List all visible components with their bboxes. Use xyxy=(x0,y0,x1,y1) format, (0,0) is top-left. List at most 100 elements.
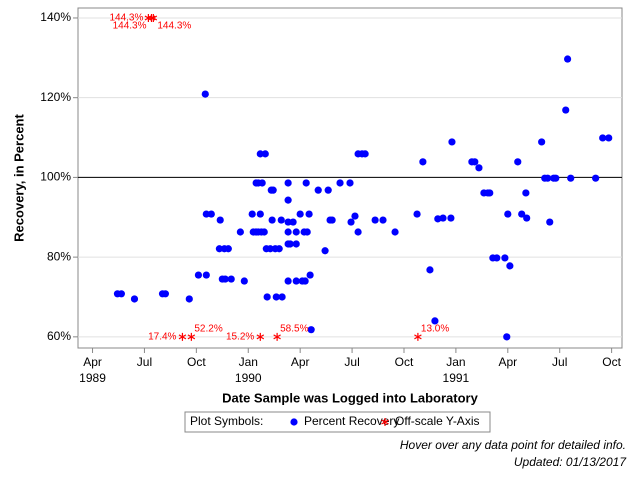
point xyxy=(215,245,223,253)
point xyxy=(346,179,354,187)
x-tick-label: Jan xyxy=(446,355,465,369)
y-tick-label: 80% xyxy=(47,249,71,263)
point xyxy=(207,210,215,218)
point xyxy=(431,317,439,325)
point xyxy=(562,106,570,114)
x-tick-label: Oct xyxy=(395,355,414,369)
point xyxy=(275,245,283,253)
point xyxy=(277,216,285,224)
point xyxy=(371,216,379,224)
point xyxy=(306,271,314,279)
point xyxy=(284,179,292,187)
point xyxy=(354,228,362,236)
point xyxy=(506,262,514,270)
x-tick-label: Apr xyxy=(83,355,102,369)
x-year-label: 1989 xyxy=(79,371,106,385)
point xyxy=(439,214,447,222)
point xyxy=(447,214,455,222)
point xyxy=(117,290,125,298)
point xyxy=(278,293,286,301)
point xyxy=(303,228,311,236)
off-scale-point xyxy=(414,332,422,341)
point xyxy=(161,290,170,298)
point xyxy=(307,326,315,334)
value-label: 17.4% xyxy=(148,331,176,342)
point xyxy=(486,189,494,197)
note: Hover over any data point for detailed i… xyxy=(400,438,626,452)
point xyxy=(305,210,313,218)
point xyxy=(258,179,266,187)
point xyxy=(391,228,399,236)
point xyxy=(471,158,479,166)
legend-title: Plot Symbols: xyxy=(190,414,263,428)
point xyxy=(269,186,277,194)
point xyxy=(361,150,369,158)
point xyxy=(501,254,509,262)
x-tick-label: Oct xyxy=(602,355,621,369)
value-label: 13.0% xyxy=(421,323,449,334)
x-axis-label: Date Sample was Logged into Laboratory xyxy=(222,390,478,405)
point xyxy=(538,138,546,146)
point xyxy=(284,218,292,226)
x-tick-label: Apr xyxy=(291,355,310,369)
value-label: 52.2% xyxy=(194,323,222,334)
point xyxy=(272,293,280,301)
point xyxy=(263,293,271,301)
note: Updated: 01/13/2017 xyxy=(514,455,627,469)
point xyxy=(493,254,501,262)
off-scale-point xyxy=(149,13,158,22)
y-tick-label: 100% xyxy=(40,170,71,184)
x-tick-label: Jul xyxy=(552,355,567,369)
point xyxy=(599,134,607,142)
off-scale-point xyxy=(256,332,265,341)
point xyxy=(284,228,292,236)
point xyxy=(504,210,512,218)
y-tick-label: 140% xyxy=(40,10,71,24)
point xyxy=(292,277,300,285)
x-tick-label: Jan xyxy=(239,355,258,369)
point xyxy=(194,271,203,279)
point xyxy=(379,216,387,224)
point xyxy=(202,210,210,218)
legend-box xyxy=(184,411,491,433)
point xyxy=(227,275,235,283)
point xyxy=(336,179,344,187)
point xyxy=(552,174,560,182)
point xyxy=(324,186,332,194)
point xyxy=(314,186,322,194)
point xyxy=(448,138,456,146)
y-tick-label: 120% xyxy=(40,90,71,104)
point xyxy=(130,295,139,303)
point xyxy=(522,189,530,197)
point xyxy=(328,216,336,224)
point xyxy=(256,210,264,218)
point xyxy=(544,174,552,182)
point xyxy=(605,134,613,142)
point xyxy=(475,164,483,172)
point xyxy=(592,174,600,182)
point xyxy=(302,179,310,187)
off-scale-point xyxy=(273,332,281,341)
point xyxy=(284,196,292,204)
point xyxy=(514,158,522,166)
point xyxy=(301,277,309,285)
point xyxy=(216,216,224,224)
point xyxy=(202,271,210,279)
plot-frame xyxy=(77,7,623,349)
point xyxy=(347,218,355,226)
value-label: 144.3% xyxy=(157,21,191,32)
y-tick-label: 60% xyxy=(47,329,71,343)
x-year-label: 1991 xyxy=(443,371,470,385)
point xyxy=(201,90,209,98)
point xyxy=(261,150,269,158)
point xyxy=(284,277,292,285)
point xyxy=(518,210,526,218)
value-label: 144.3% xyxy=(113,21,147,32)
x-tick-label: Jul xyxy=(344,355,359,369)
point xyxy=(321,247,329,255)
point xyxy=(292,240,300,248)
x-year-label: 1990 xyxy=(235,371,262,385)
point xyxy=(296,210,304,218)
